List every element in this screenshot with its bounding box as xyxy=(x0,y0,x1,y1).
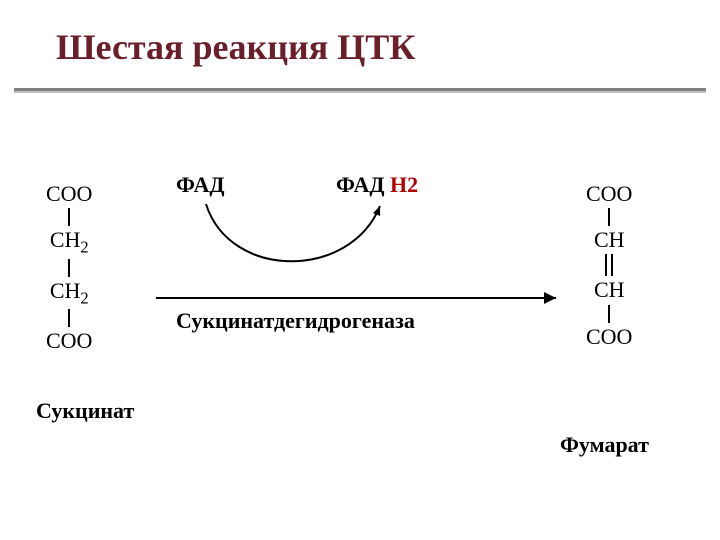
main-arrow xyxy=(156,292,556,304)
cofactor-arrow xyxy=(206,204,380,261)
page-title: Шестая реакция ЦТК xyxy=(56,26,415,68)
reaction-arrows xyxy=(0,170,720,510)
reaction-diagram: COO CH2 CH2 COO Сукцинат COO CH CH COO Ф… xyxy=(0,170,720,510)
title-underline-shadow xyxy=(14,91,706,93)
